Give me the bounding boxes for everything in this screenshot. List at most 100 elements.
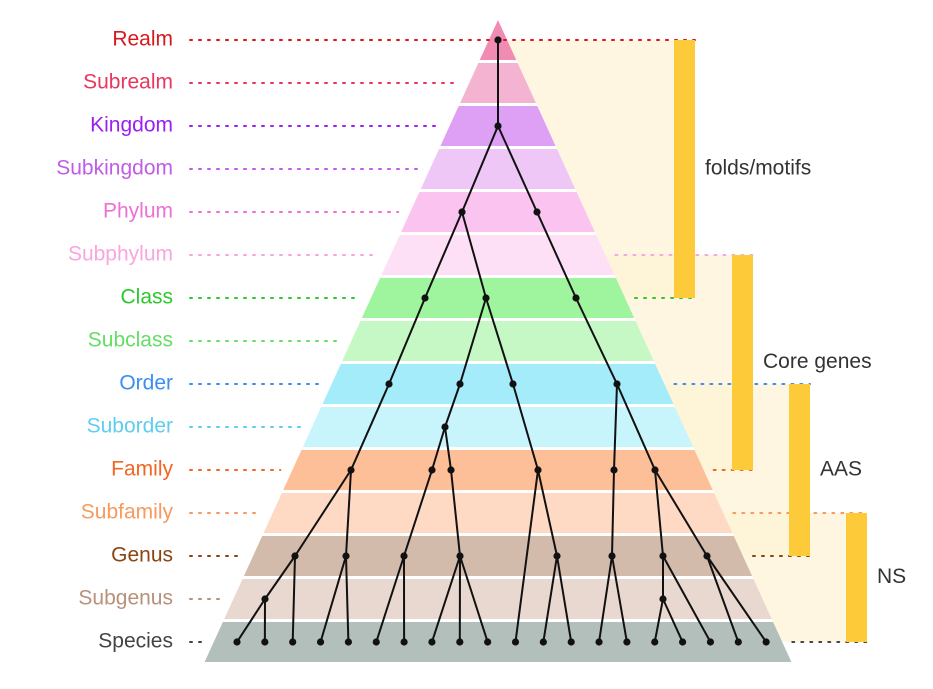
- tree-branch: [536, 211, 577, 299]
- band-order: [322, 364, 674, 404]
- tree-branch: [514, 469, 539, 643]
- rank-label-family: Family: [111, 458, 173, 481]
- tree-node: [651, 466, 659, 474]
- tree-node: [347, 466, 355, 474]
- bracket-label: folds/motifs: [705, 157, 811, 180]
- tree-node: [595, 638, 603, 646]
- tree-branch: [345, 469, 352, 557]
- tree-branch: [450, 469, 461, 557]
- tree-node: [447, 466, 455, 474]
- rank-label-class: Class: [120, 286, 173, 309]
- band-subfamily: [263, 493, 733, 533]
- tree-node: [533, 208, 541, 216]
- tree-branch: [431, 426, 446, 471]
- tree-node: [372, 638, 380, 646]
- rank-label-subrealm: Subrealm: [83, 71, 173, 94]
- tree-branch: [598, 555, 613, 643]
- band-subphylum: [381, 235, 615, 275]
- tree-node: [534, 466, 542, 474]
- band-subclass: [342, 321, 654, 361]
- tree-node: [734, 638, 742, 646]
- tree-branch: [616, 383, 656, 471]
- tree-node: [572, 294, 580, 302]
- tree-branch: [542, 555, 558, 643]
- tree-branch: [444, 426, 452, 471]
- tree-branch: [556, 555, 573, 643]
- rank-label-suborder: Suborder: [87, 415, 173, 438]
- tree-node: [509, 380, 517, 388]
- tree-branch: [662, 555, 712, 643]
- tree-node: [291, 552, 299, 560]
- tree-branch: [345, 555, 350, 643]
- tree-node: [511, 638, 520, 646]
- tree-node: [608, 552, 616, 560]
- bracket-shading: [507, 40, 856, 642]
- tree-node: [482, 294, 490, 302]
- tree-node: [261, 638, 269, 646]
- band-genus: [243, 536, 753, 576]
- tree-node: [659, 552, 667, 560]
- tree-node: [706, 638, 715, 646]
- tree-node: [539, 638, 547, 646]
- tree-branch: [575, 297, 618, 385]
- band-suborder: [302, 407, 694, 447]
- tree-node: [651, 638, 659, 646]
- tree-branch: [459, 555, 489, 643]
- rank-label-phylum: Phylum: [103, 200, 173, 223]
- tree-branch: [611, 469, 615, 557]
- tree-branch: [662, 598, 684, 643]
- tree-branch: [654, 469, 708, 557]
- tree-node: [484, 638, 492, 646]
- tree-branch: [485, 297, 514, 385]
- tree-branch: [444, 383, 461, 428]
- rank-bands: [204, 20, 792, 662]
- bracket-bar: [732, 255, 753, 470]
- tree-node: [456, 552, 464, 560]
- band-subkingdom: [420, 149, 576, 189]
- tree-node: [458, 208, 466, 216]
- bracket-label: Core genes: [763, 350, 872, 373]
- tree-branch: [459, 297, 487, 385]
- bracket-shade: [507, 40, 684, 298]
- tree-node: [342, 552, 350, 560]
- rank-label-subgenus: Subgenus: [78, 587, 173, 610]
- rank-label-subphylum: Subphylum: [68, 243, 173, 266]
- tree-branch: [236, 598, 266, 643]
- tree-node: [703, 552, 711, 560]
- tree-branch: [388, 297, 426, 385]
- tree-node: [659, 595, 667, 603]
- band-phylum: [401, 192, 595, 232]
- tree-branch: [319, 555, 347, 643]
- tree-node: [261, 595, 269, 603]
- tree-node: [494, 36, 502, 44]
- rank-label-kingdom: Kingdom: [90, 114, 173, 137]
- dotted-guides: [189, 39, 868, 643]
- bracket-shade: [723, 513, 856, 642]
- tree-branch: [350, 383, 390, 471]
- tree-branch: [461, 211, 487, 299]
- tree-node: [428, 638, 436, 646]
- rank-label-order: Order: [119, 372, 173, 395]
- rank-label-realm: Realm: [112, 28, 173, 51]
- tree-branch: [375, 555, 405, 643]
- band-species: [204, 622, 792, 662]
- tree-node: [233, 638, 241, 646]
- tree-node: [553, 552, 561, 560]
- tree-node: [613, 380, 621, 388]
- bracket-label: NS: [877, 565, 906, 588]
- phylogenetic-tree: [233, 36, 770, 646]
- tree-node: [610, 466, 618, 474]
- tree-branch: [264, 555, 296, 600]
- tree-branch: [512, 383, 539, 471]
- tree-branch: [653, 598, 664, 643]
- band-family: [283, 450, 713, 490]
- tree-node: [385, 380, 393, 388]
- bracket-bar: [674, 40, 695, 298]
- tree-node: [567, 638, 575, 646]
- tree-node: [316, 638, 325, 646]
- band-subgenus: [224, 579, 772, 619]
- tree-node: [428, 466, 436, 474]
- tree-branch: [654, 469, 664, 557]
- tree-branch: [424, 211, 463, 299]
